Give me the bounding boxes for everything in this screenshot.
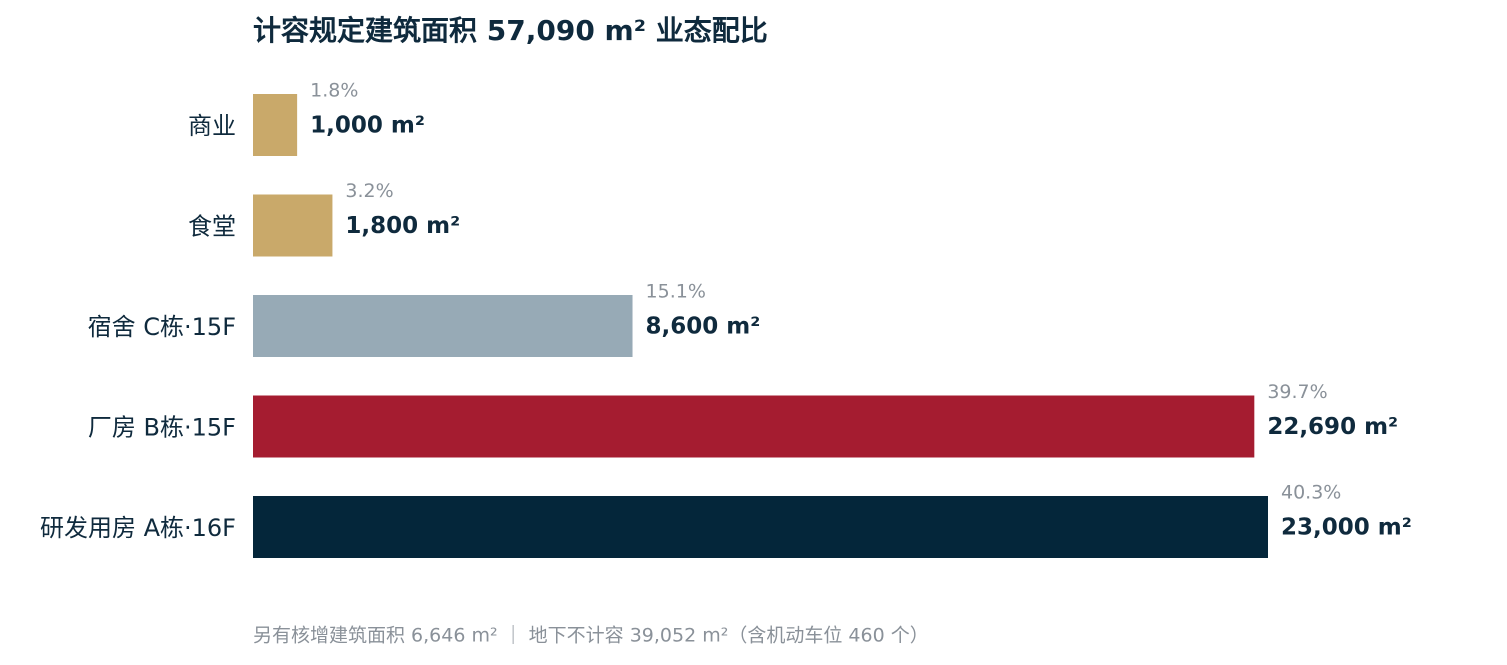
footnote: 另有核增建筑面积 6,646 m² ｜ 地下不计容 39,052 m²（含机动车… (253, 625, 929, 647)
category-label: 宿舍 C栋·15F (88, 313, 236, 341)
value-label: 1,800 m² (345, 213, 460, 239)
bar (253, 295, 633, 357)
chart-title: 计容规定建筑面积 57,090 m² 业态配比 (253, 14, 768, 47)
category-label: 商业 (188, 112, 236, 140)
value-label: 8,600 m² (646, 314, 761, 340)
category-label: 食堂 (188, 213, 236, 241)
bar (253, 395, 1255, 458)
value-label: 1,000 m² (310, 113, 425, 139)
share-label: 39.7% (1267, 381, 1327, 403)
category-label: 厂房 B栋·15F (88, 414, 236, 442)
value-label: 22,690 m² (1267, 414, 1398, 440)
share-label: 15.1% (646, 281, 706, 303)
bar (253, 94, 298, 156)
share-label: 40.3% (1281, 482, 1341, 504)
share-label: 3.2% (345, 180, 393, 202)
category-label: 研发用房 A栋·16F (40, 514, 236, 542)
bar (253, 496, 1268, 558)
value-label: 23,000 m² (1281, 515, 1412, 541)
share-label: 1.8% (310, 80, 358, 102)
bar (253, 194, 333, 257)
